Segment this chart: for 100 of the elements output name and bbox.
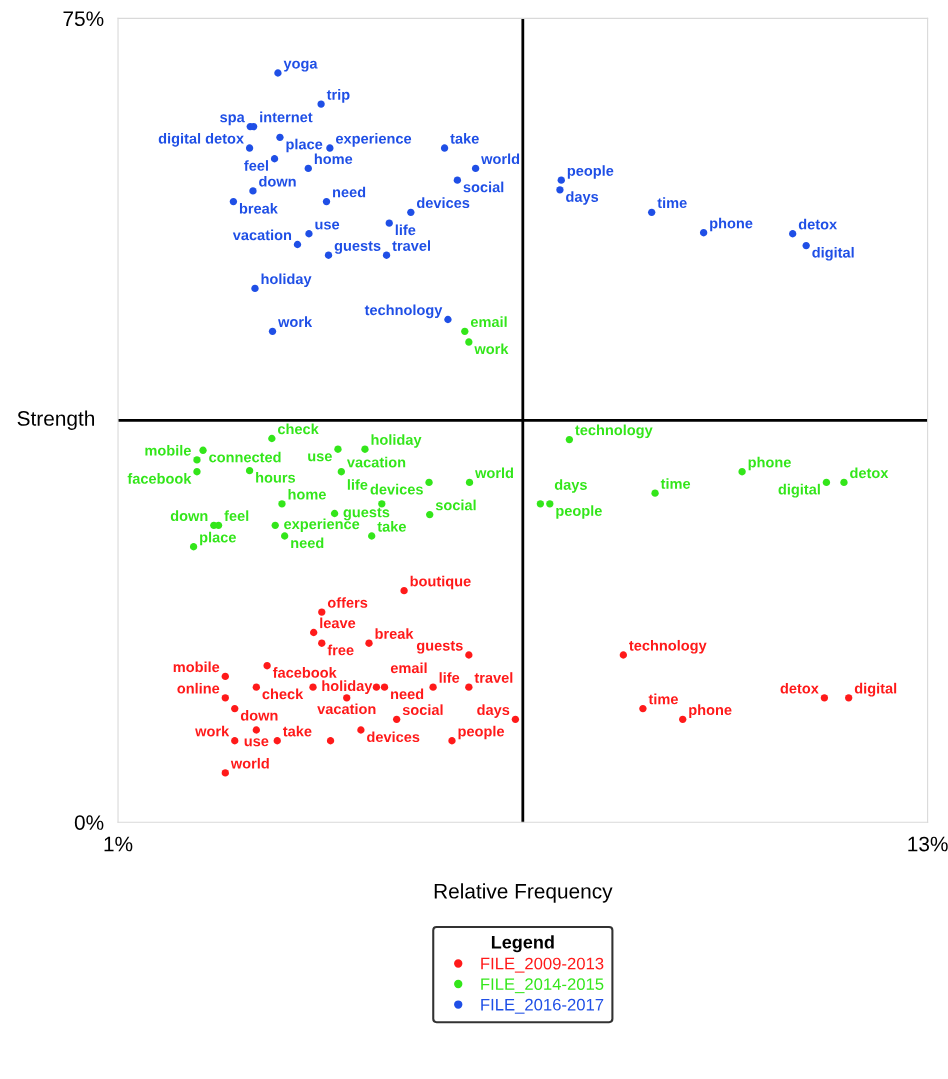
point: [361, 445, 369, 453]
data-label: detox: [798, 218, 838, 230]
y-axis-title: Strength: [17, 410, 95, 430]
data-label: need: [391, 688, 424, 700]
data-label: days: [566, 191, 599, 205]
point: [639, 704, 647, 713]
point: [293, 240, 302, 249]
data-label: social: [435, 499, 476, 511]
point: [199, 446, 207, 454]
point: [465, 683, 473, 691]
data-label: technology: [364, 304, 443, 319]
data-label: check: [277, 423, 319, 435]
point: [699, 229, 708, 237]
point: [444, 315, 452, 324]
data-label: social: [402, 704, 443, 716]
point: [385, 219, 393, 227]
x-axis-title: Relative Frequency: [434, 883, 613, 903]
point: [471, 164, 480, 173]
data-label: email: [390, 662, 427, 674]
point: [326, 144, 334, 152]
y-tick-label: 75%: [63, 11, 104, 27]
point: [318, 608, 326, 616]
point: [263, 662, 271, 670]
data-label: phone: [689, 704, 732, 718]
data-label: life: [395, 224, 416, 236]
point: [557, 176, 565, 184]
data-label: holiday: [261, 273, 312, 288]
point: [305, 230, 313, 238]
point: [392, 715, 401, 723]
data-label: work: [278, 316, 313, 328]
point: [268, 434, 276, 443]
data-label: use: [315, 221, 340, 230]
point: [274, 69, 282, 77]
data-label: place: [286, 138, 323, 153]
data-label: down: [170, 510, 208, 522]
data-label: days: [477, 704, 510, 718]
data-label: need: [333, 186, 366, 198]
point: [221, 769, 229, 777]
data-label: offers: [327, 597, 368, 608]
y-tick-label: 0%: [74, 815, 104, 830]
point: [372, 683, 381, 691]
point: [276, 133, 284, 141]
point: [318, 639, 326, 647]
point: [511, 715, 520, 723]
point: [465, 338, 473, 346]
point: [317, 100, 325, 108]
data-label: people: [556, 505, 602, 519]
data-label: spa: [220, 114, 245, 126]
point: [619, 651, 628, 659]
point: [193, 468, 201, 476]
data-label: devices: [370, 483, 423, 495]
data-label: facebook: [127, 473, 192, 484]
point: [465, 651, 473, 659]
data-label: check: [262, 688, 304, 700]
point: [231, 704, 239, 713]
data-label: time: [660, 478, 691, 489]
point: [271, 521, 279, 529]
point: [368, 532, 376, 540]
point: [337, 468, 346, 476]
point: [310, 628, 318, 637]
point: [400, 587, 408, 595]
point: [365, 639, 373, 647]
point: [270, 155, 279, 163]
x-tick-label: 13%: [908, 836, 948, 852]
point: [251, 284, 259, 293]
point: [802, 241, 810, 250]
point: [231, 737, 239, 745]
x-tick-label: 1%: [104, 836, 133, 852]
point: [840, 478, 848, 487]
point: [448, 737, 456, 745]
data-label: home: [288, 488, 326, 500]
data-label: phone: [748, 456, 791, 471]
data-label: life: [439, 672, 460, 683]
point: [845, 694, 853, 702]
point: [309, 683, 317, 691]
data-label: travel: [474, 672, 513, 683]
data-label: home: [314, 153, 353, 165]
data-label: use: [244, 738, 269, 747]
data-label: boutique: [410, 575, 471, 590]
point: [221, 672, 229, 681]
point: [382, 251, 391, 259]
point: [229, 197, 238, 206]
data-label: leave: [320, 617, 356, 629]
point: [822, 478, 831, 487]
data-label: vacation: [232, 229, 292, 241]
data-label: holiday: [322, 680, 373, 694]
data-label: mobile: [145, 444, 191, 456]
point: [221, 694, 229, 702]
point: [380, 683, 389, 691]
data-label: place: [200, 531, 236, 546]
point: [249, 187, 257, 195]
data-label: facebook: [272, 667, 337, 678]
point: [334, 445, 342, 453]
data-label: detox: [780, 682, 819, 694]
point: [651, 489, 659, 497]
point: [193, 456, 201, 464]
data-label: hours: [256, 472, 296, 483]
legend-label: FILE_2016-2017: [481, 998, 604, 1014]
point: [189, 543, 198, 551]
point: [679, 715, 687, 723]
